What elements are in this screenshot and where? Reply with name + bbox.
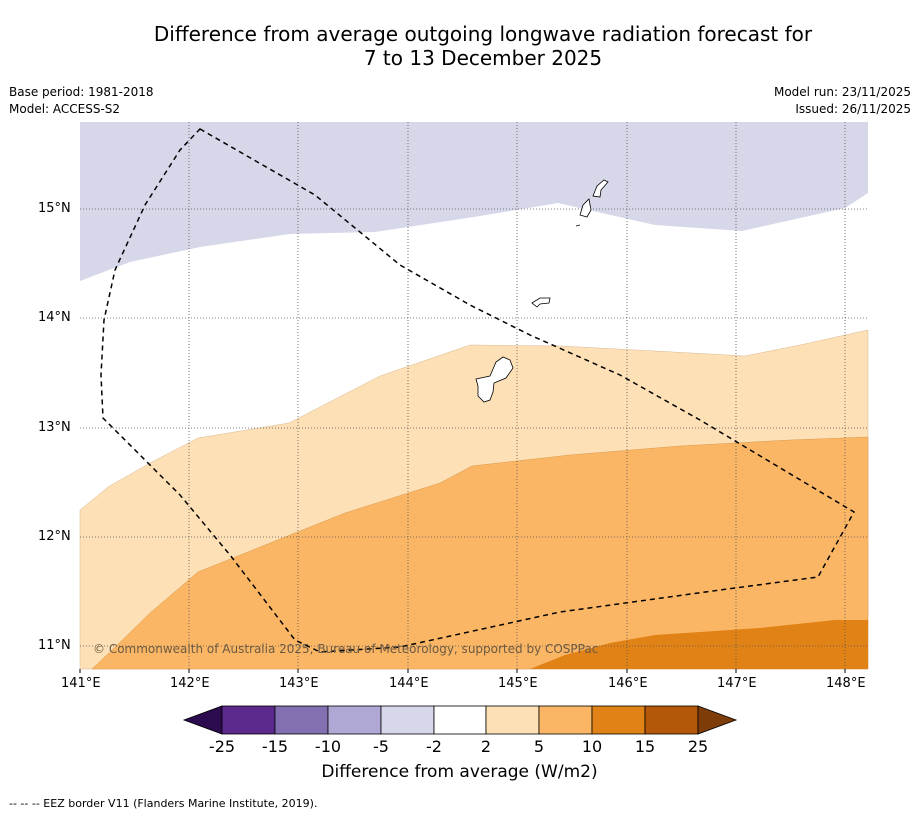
lat-label-14: 14°N	[38, 310, 71, 325]
lon-label-148: 148°E	[826, 676, 866, 691]
colorbar-over-arrow	[697, 705, 738, 735]
axis-ticks	[79, 669, 846, 673]
lon-label-143: 143°E	[279, 676, 319, 691]
lat-label-13: 13°N	[38, 420, 71, 435]
islands	[475, 179, 609, 403]
colorbar-title: Difference from average (W/m2)	[321, 762, 598, 782]
colorbar-swatch-6	[485, 705, 540, 735]
lat-label-12: 12°N	[38, 529, 71, 544]
colorbar-swatch-5	[433, 705, 487, 735]
model-name: Model: ACCESS-S2	[9, 102, 121, 116]
colorbar-swatch-9	[644, 705, 699, 735]
colorbar-label-neg25: -25	[208, 737, 236, 756]
title-line-2: 7 to 13 December 2025	[363, 46, 603, 70]
meta-left: Base period: 1981-2018 Model: ACCESS-S2	[9, 84, 154, 118]
issued-date: Issued: 26/11/2025	[795, 102, 911, 116]
lat-label-11: 11°N	[38, 638, 71, 653]
lon-label-146: 146°E	[608, 676, 648, 691]
meta-right: Model run: 23/11/2025 Issued: 26/11/2025	[774, 84, 911, 118]
colorbar-swatch-2	[274, 705, 329, 735]
map-title: Difference from average outgoing longwav…	[0, 22, 919, 70]
gridlines	[80, 122, 868, 669]
model-run: Model run: 23/11/2025	[773, 85, 911, 99]
lon-label-141: 141°E	[61, 676, 101, 691]
lat-label-15: 15°N	[38, 201, 71, 216]
colorbar-label-10: 10	[581, 737, 603, 756]
anomaly-band-pos10-15	[530, 620, 868, 669]
island-rota	[531, 297, 551, 308]
colorbar-under-arrow	[182, 705, 223, 735]
anomaly-band-neg2-5	[80, 122, 868, 281]
colorbar-swatch-1	[221, 705, 276, 735]
copyright-notice: © Commonwealth of Australia 2025, Bureau…	[93, 642, 599, 656]
eez-legend-note: -- -- -- EEZ border V11 (Flanders Marine…	[9, 797, 318, 810]
colorbar-swatch-7	[538, 705, 593, 735]
lon-label-144: 144°E	[389, 676, 429, 691]
lon-label-147: 147°E	[717, 676, 757, 691]
title-line-1: Difference from average outgoing longwav…	[153, 22, 813, 46]
island-saipan	[592, 179, 609, 198]
island-aguijan	[575, 224, 581, 227]
anomaly-band-pos5-10	[91, 436, 869, 670]
colorbar	[182, 705, 738, 735]
colorbar-label-2: 2	[480, 737, 492, 756]
colorbar-label-25: 25	[687, 737, 709, 756]
eez-border	[100, 128, 856, 653]
colorbar-swatch-3	[327, 705, 382, 735]
lon-label-145: 145°E	[498, 676, 538, 691]
colorbar-label-neg2: -2	[426, 737, 442, 756]
colorbar-label-neg15: -15	[261, 737, 289, 756]
island-tinian	[579, 198, 592, 218]
island-guam	[475, 356, 514, 403]
colorbar-label-neg5: -5	[373, 737, 389, 756]
colorbar-label-5: 5	[533, 737, 545, 756]
colorbar-swatch-4	[380, 705, 435, 735]
colorbar-label-neg10: -10	[314, 737, 342, 756]
colorbar-label-15: 15	[634, 737, 656, 756]
base-period: Base period: 1981-2018	[9, 85, 154, 99]
colorbar-swatch-8	[591, 705, 646, 735]
lon-label-142: 142°E	[170, 676, 210, 691]
